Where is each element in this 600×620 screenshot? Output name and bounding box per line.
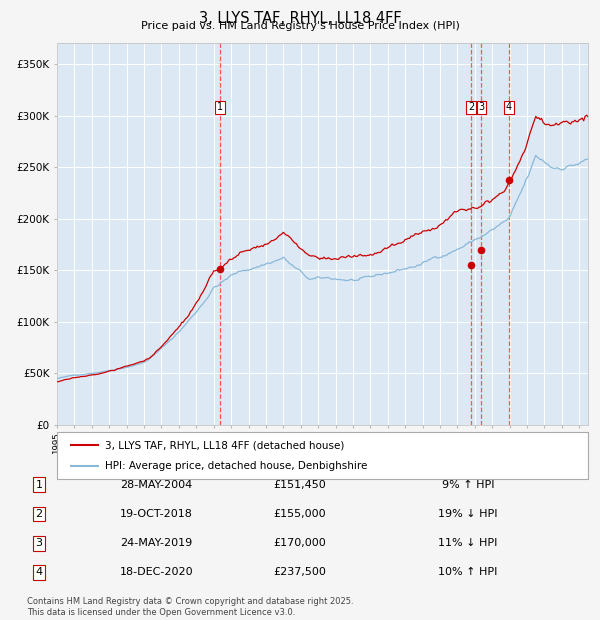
Text: £155,000: £155,000 [274, 509, 326, 519]
Text: £237,500: £237,500 [274, 567, 326, 577]
Text: Price paid vs. HM Land Registry's House Price Index (HPI): Price paid vs. HM Land Registry's House … [140, 21, 460, 31]
Text: 28-MAY-2004: 28-MAY-2004 [120, 480, 192, 490]
Text: 3, LLYS TAF, RHYL, LL18 4FF (detached house): 3, LLYS TAF, RHYL, LL18 4FF (detached ho… [105, 440, 344, 450]
Text: 4: 4 [35, 567, 43, 577]
Text: 2: 2 [468, 102, 475, 112]
Text: 2: 2 [35, 509, 43, 519]
Text: £151,450: £151,450 [274, 480, 326, 490]
Text: £170,000: £170,000 [274, 538, 326, 548]
Text: HPI: Average price, detached house, Denbighshire: HPI: Average price, detached house, Denb… [105, 461, 367, 471]
Text: 19% ↓ HPI: 19% ↓ HPI [438, 509, 498, 519]
Text: 9% ↑ HPI: 9% ↑ HPI [442, 480, 494, 490]
Text: 10% ↑ HPI: 10% ↑ HPI [439, 567, 497, 577]
Text: 18-DEC-2020: 18-DEC-2020 [120, 567, 194, 577]
Text: 3: 3 [35, 538, 43, 548]
Text: 19-OCT-2018: 19-OCT-2018 [120, 509, 193, 519]
Text: 3, LLYS TAF, RHYL, LL18 4FF: 3, LLYS TAF, RHYL, LL18 4FF [199, 11, 401, 25]
Text: 1: 1 [35, 480, 43, 490]
Text: 1: 1 [217, 102, 223, 112]
Text: Contains HM Land Registry data © Crown copyright and database right 2025.
This d: Contains HM Land Registry data © Crown c… [27, 598, 353, 617]
FancyBboxPatch shape [57, 432, 588, 479]
Text: 24-MAY-2019: 24-MAY-2019 [120, 538, 192, 548]
Text: 4: 4 [506, 102, 512, 112]
Text: 11% ↓ HPI: 11% ↓ HPI [439, 538, 497, 548]
Text: 3: 3 [478, 102, 485, 112]
